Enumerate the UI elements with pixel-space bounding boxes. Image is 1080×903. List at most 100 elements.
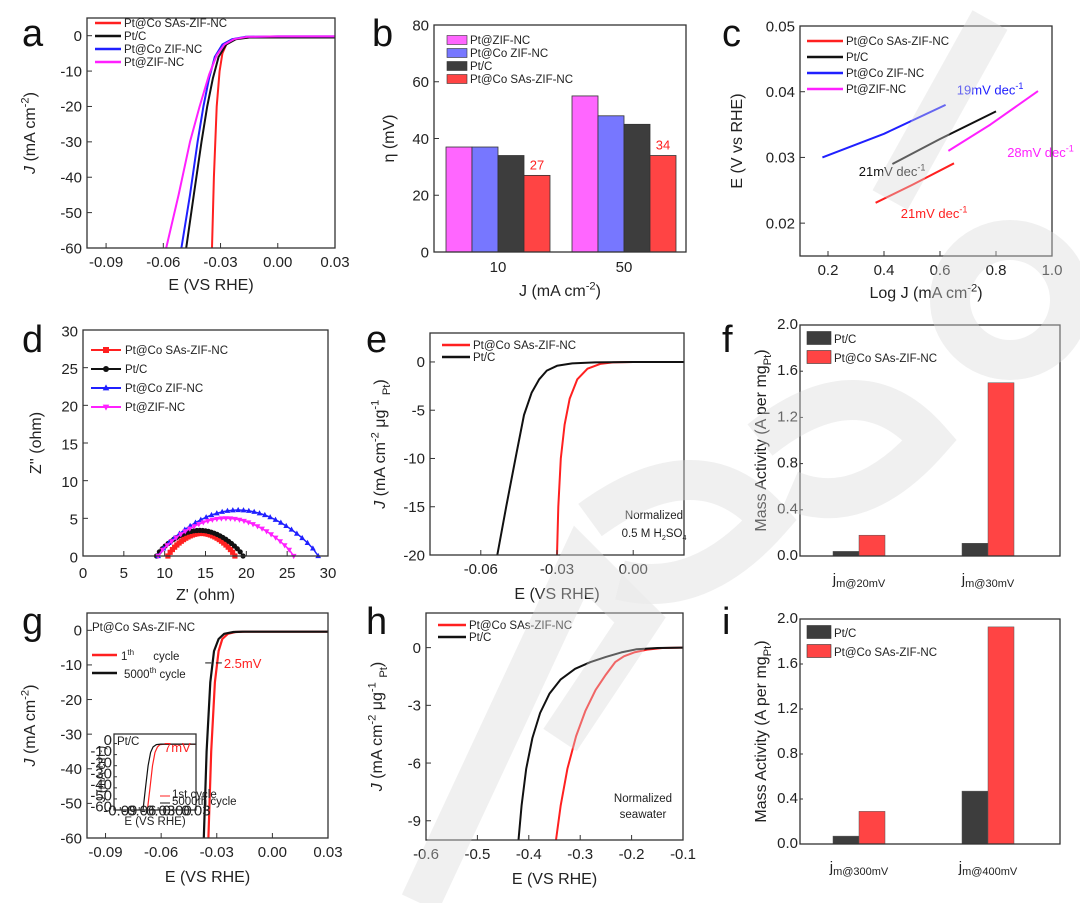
y-tick-label: -9 xyxy=(408,813,421,830)
y-tick-label: -60 xyxy=(60,240,82,257)
x-tick-label: -0.09 xyxy=(88,844,122,861)
y-tick-label: -50 xyxy=(90,787,112,804)
panel-letter-b: b xyxy=(372,13,393,55)
x-tick-label: 5 xyxy=(120,565,128,582)
bar xyxy=(471,146,499,253)
y-tick-label: 40 xyxy=(412,131,429,148)
y-tick-label: 1.6 xyxy=(777,655,798,672)
x-tick-label: 0 xyxy=(79,565,87,582)
y-axis-label: J (mA cm-2​) xyxy=(20,92,39,175)
y-tick-label: 0.8 xyxy=(777,454,798,471)
marker-triangle-up xyxy=(304,539,311,545)
x-tick-label: 20 xyxy=(238,565,255,582)
chart-panel-g: 0-10-20-30-40-50-60-0.09 -0.06 -0.03 0.00 0.… xyxy=(20,612,343,886)
y-tick-label: -15 xyxy=(403,499,425,516)
x-tick-label: 25 xyxy=(279,565,296,582)
bar xyxy=(987,626,1015,845)
y-tick-label: -20 xyxy=(60,692,82,709)
x-tick-label: -0.06 xyxy=(146,254,180,271)
marker-triangle-up xyxy=(267,514,274,520)
legend-swatch xyxy=(446,61,468,71)
marker-triangle-down xyxy=(177,532,184,538)
y-tick-label: 2.0 xyxy=(777,610,798,627)
y-tick-label: 0 xyxy=(70,549,78,566)
marker-triangle-down xyxy=(245,520,252,526)
y-tick-label: 0.4 xyxy=(777,501,798,518)
series-line-5000th-cycle xyxy=(142,743,196,811)
inset-y-label: J (mA cm-2​) xyxy=(96,746,108,802)
y-tick-label: 0.04 xyxy=(766,84,795,101)
bar xyxy=(445,146,473,253)
panel-letter-h: h xyxy=(366,601,387,643)
y-tick-label: 0 xyxy=(74,28,82,45)
x-tick-label: -0.1 xyxy=(670,846,696,863)
y-tick-label: 0.02 xyxy=(766,215,795,232)
marker-triangle-up xyxy=(299,534,306,541)
y-axis-label: E (V vs RHE) xyxy=(729,93,746,188)
marker-triangle-down xyxy=(236,517,243,523)
series-line-pt-co-sas-zif-nc xyxy=(875,162,955,204)
x-tick-label: 0.00 xyxy=(258,844,287,861)
y-axis-label: J (mA cm-2​ μg-1​ Pt) xyxy=(367,662,390,793)
y-axis-label: Mass Activity (A per mgPt) xyxy=(753,640,774,822)
x-tick-label: -0.03 xyxy=(203,254,237,271)
marker-triangle-down xyxy=(209,517,216,523)
bar xyxy=(961,543,989,557)
y-tick-label: 20 xyxy=(412,188,429,205)
inset-title: Pt/C xyxy=(117,736,139,748)
x-tick-label: -0.06 xyxy=(122,803,156,820)
annotation-line-2: seawater xyxy=(620,809,667,821)
marker-triangle-up xyxy=(261,511,268,518)
y-tick-label: 0.0 xyxy=(777,835,798,852)
marker-triangle-down xyxy=(268,532,274,538)
x-tick-label: -0.6 xyxy=(413,846,439,863)
marker-triangle-up xyxy=(102,384,110,391)
legend-label: Pt@Co SAs-ZIF-NC xyxy=(473,340,576,352)
y-tick-label: 0 xyxy=(421,244,429,261)
x-tick-label: -0.4 xyxy=(516,846,542,863)
marker-triangle-down xyxy=(227,516,234,522)
legend-label: Pt@ZIF-NC xyxy=(125,402,185,414)
y-tick-label: -30 xyxy=(60,726,82,743)
x-tick-label: -0.5 xyxy=(464,846,490,863)
annotation-line-1: Normalized xyxy=(614,793,672,805)
plot-frame xyxy=(799,618,1061,845)
marker-triangle-up xyxy=(213,510,220,516)
x-tick-label: -0.03 xyxy=(141,803,175,820)
marker-triangle-up xyxy=(208,511,215,518)
chart-panel-c: 19mV dec-1​ 21mV dec-1​ 28mV dec-1​ 21mV de… xyxy=(729,18,1074,302)
x-tick-label: -0.06 xyxy=(144,844,178,861)
marker-triangle-down xyxy=(200,520,207,526)
marker-triangle-up xyxy=(240,507,247,513)
y-tick-label: -60 xyxy=(60,830,82,847)
series-line-pt-co-zif-nc xyxy=(822,103,947,159)
x-axis-label: Z' (ohm) xyxy=(176,587,235,604)
data-label: 27 xyxy=(530,157,544,172)
marker-triangle-down xyxy=(263,529,270,535)
marker-circle xyxy=(103,366,109,372)
y-tick-label: 15 xyxy=(61,436,78,453)
y-tick-label: -50 xyxy=(60,796,82,813)
x-tick-label: -0.06 xyxy=(464,561,498,578)
legend-label: Pt/C xyxy=(124,31,146,43)
bar xyxy=(523,174,551,253)
bar xyxy=(497,155,525,253)
marker-triangle-down xyxy=(277,539,284,545)
marker-square xyxy=(167,549,173,555)
marker-triangle-down xyxy=(250,522,256,528)
y-tick-label: 1.2 xyxy=(777,700,798,717)
y-tick-label: 1.6 xyxy=(777,362,798,379)
legend-label: Pt/C xyxy=(469,632,491,644)
marker-triangle-up xyxy=(277,519,284,525)
marker-triangle-down xyxy=(168,539,175,545)
series-pt-co-sas-zif-nc xyxy=(165,530,238,559)
x-tick-label: -0.3 xyxy=(567,846,593,863)
legend-label: Pt@Co SAs-ZIF-NC xyxy=(470,74,573,86)
marker-triangle-down xyxy=(223,516,229,522)
y-tick-label: -60 xyxy=(90,799,112,816)
marker-triangle-up xyxy=(251,508,258,514)
y-tick-label: 0.8 xyxy=(777,745,798,762)
x-tick-label: -0.09 xyxy=(103,803,137,820)
y-tick-label: -10 xyxy=(60,63,82,80)
